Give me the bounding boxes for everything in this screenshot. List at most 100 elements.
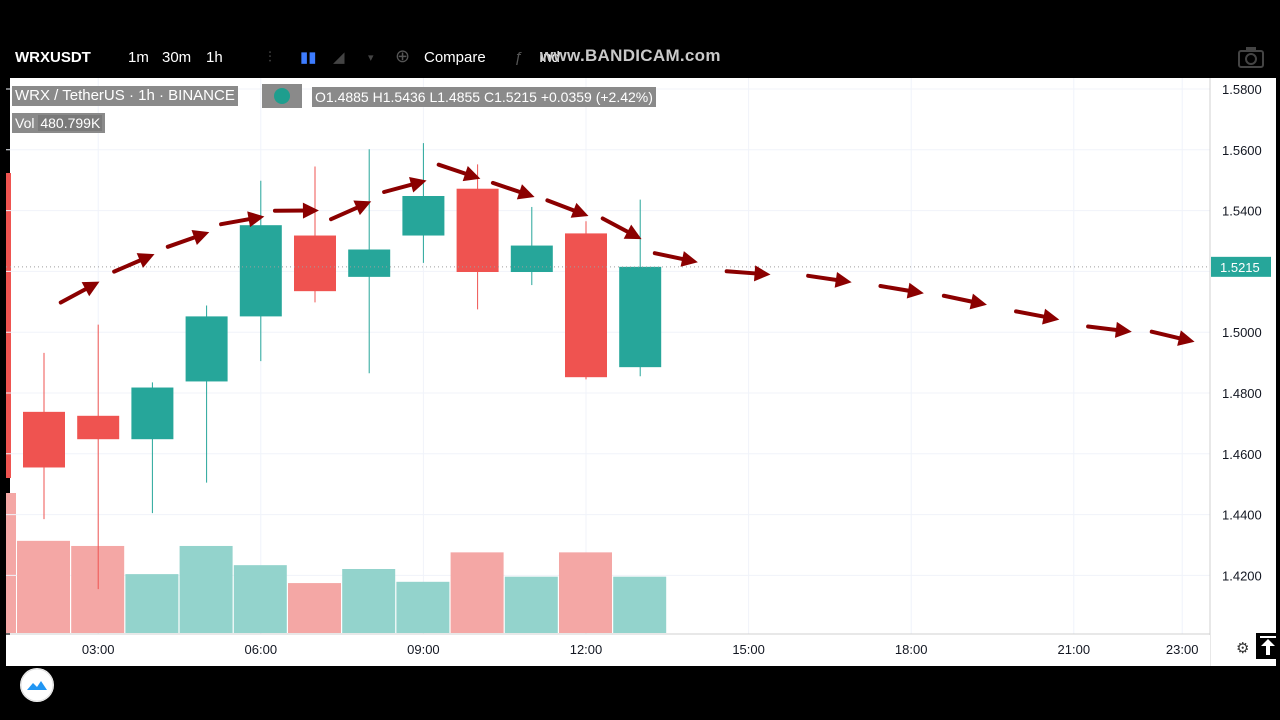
top-toolbar: WRXUSDT 1m 30m 1h ⫶ ▮▮ ◢ ▾ ⊕ Compare ƒ I… [0, 38, 1280, 78]
interval-1m-button[interactable]: 1m [128, 49, 149, 66]
arrow-head [906, 282, 924, 299]
candle [565, 221, 607, 380]
volume-bar [450, 552, 504, 633]
arrow-head [191, 229, 210, 246]
price-tick-label: 1.4600 [1222, 447, 1262, 462]
time-axis[interactable]: 03:00 06:00 09:00 12:00 15:00 18:00 21:00 23:00 [6, 635, 1210, 666]
legend-open: 1.4885 [325, 89, 369, 105]
arrow-head [623, 224, 642, 240]
candle-body [23, 411, 65, 468]
time-tick-label: 06:00 [245, 642, 278, 657]
candle-body [456, 188, 499, 273]
candles-chart-type-icon[interactable]: ▮▮ [300, 49, 317, 66]
candle [239, 180, 282, 362]
legend-volume: Vol 480.799K [12, 113, 106, 133]
candle [619, 199, 662, 377]
annotation-arrow [806, 271, 852, 288]
volume-bar [342, 569, 396, 633]
bandicam-watermark: www.BANDICAM.com [540, 46, 721, 65]
time-tick-label: 12:00 [570, 642, 603, 657]
legend-high: 1.5436 [382, 89, 426, 105]
candle-body [348, 249, 391, 277]
candles [23, 143, 662, 590]
volume-bar [613, 576, 667, 633]
symbol-search-button[interactable]: WRXUSDT [15, 49, 91, 66]
indicators-fx-icon[interactable]: ƒ [514, 49, 523, 66]
indicators-button[interactable]: Ind [539, 49, 560, 66]
arrow-head [247, 211, 265, 228]
arrow-head [753, 265, 771, 282]
legend-interval: 1h [138, 87, 155, 104]
candle-body [131, 387, 174, 440]
volume-bar [504, 576, 558, 633]
chevron-down-icon[interactable]: ▾ [368, 52, 374, 64]
cloud-logo-icon [20, 668, 54, 702]
bar-chart-type-icon[interactable]: ⫶ [268, 49, 272, 66]
scroll-to-realtime-button[interactable] [1256, 633, 1280, 659]
price-tick-label: 1.4400 [1222, 508, 1262, 523]
volume-bars [17, 540, 667, 633]
candle [294, 166, 336, 303]
chart-area[interactable]: 1.5800 1.5600 1.5400 1.5000 1.4800 1.4600 1.44… [6, 78, 1280, 702]
legend-vol-label: Vol [15, 115, 35, 131]
interval-30m-button[interactable]: 30m [162, 49, 192, 66]
market-status-dot[interactable] [262, 84, 302, 108]
tradingview-logo[interactable] [20, 668, 54, 702]
candle-body [294, 235, 336, 292]
candlestick-chart[interactable]: 1.5800 1.5600 1.5400 1.5000 1.4800 1.4600 1.44… [6, 78, 1277, 666]
annotation-arrow [382, 176, 427, 194]
annotation-arrow [545, 198, 589, 218]
last-price-tag: 1.5215 [1211, 256, 1271, 277]
volume-bar [179, 545, 233, 633]
volume-bar [125, 574, 179, 633]
arrow-head [1177, 330, 1195, 346]
candle [23, 352, 65, 520]
candle-body [402, 196, 445, 236]
time-tick-label: 18:00 [895, 642, 928, 657]
price-tick-label: 1.5400 [1222, 204, 1262, 219]
settings-gear-icon[interactable]: ⚙ [1236, 640, 1250, 657]
candle [131, 382, 174, 514]
legend-low: 1.4855 [437, 89, 481, 105]
candle-body [239, 225, 282, 317]
interval-1h-button[interactable]: 1h [206, 49, 223, 66]
legend-ohlc: O1.4885 H1.5436 L1.4855 C1.5215 +0.0359 … [312, 87, 656, 107]
price-tick-label: 1.5800 [1222, 82, 1262, 97]
price-tick-label: 1.5600 [1222, 143, 1262, 158]
candle-body [619, 266, 662, 368]
arrow-head [1114, 321, 1132, 338]
arrow-head [302, 202, 319, 219]
annotation-arrow [436, 162, 481, 182]
candle-body [77, 415, 120, 440]
legend-vol-value: 480.799K [38, 115, 103, 131]
volume-bar [559, 552, 612, 633]
annotation-arrow [272, 202, 319, 219]
market-open-icon [274, 88, 290, 104]
annotation-arrows [58, 162, 1195, 346]
legend-symbol: WRX / TetherUS · 1h · BINANCE [12, 86, 238, 106]
candle-body [565, 233, 607, 378]
camera-icon[interactable] [1238, 46, 1264, 68]
annotation-arrow [652, 251, 698, 267]
arrow-head [353, 200, 372, 216]
volume-bar [288, 583, 341, 633]
legend-change: +0.0359 [540, 89, 592, 105]
volume-bar [17, 540, 70, 633]
arrow-head [462, 166, 481, 182]
annotation-arrow [58, 281, 100, 305]
compare-add-icon[interactable]: ⊕ [395, 46, 411, 66]
arrow-head [680, 251, 698, 267]
legend-close: 1.5215 [494, 89, 537, 105]
area-chart-type-icon[interactable]: ◢ [333, 49, 345, 66]
time-tick-label: 23:00 [1166, 642, 1199, 657]
price-axis[interactable]: 1.5800 1.5600 1.5400 1.5000 1.4800 1.4600 1.44… [1211, 78, 1277, 666]
annotation-arrow [490, 180, 535, 200]
compare-button[interactable]: Compare [424, 49, 486, 66]
arrow-head [81, 281, 100, 297]
volume-bar [233, 565, 287, 633]
volume-bar [396, 581, 450, 633]
legend-exchange: BINANCE [168, 87, 235, 104]
time-tick-label: 09:00 [407, 642, 440, 657]
arrow-head [516, 184, 535, 200]
price-tag-label: 1.5215 [1220, 260, 1260, 275]
